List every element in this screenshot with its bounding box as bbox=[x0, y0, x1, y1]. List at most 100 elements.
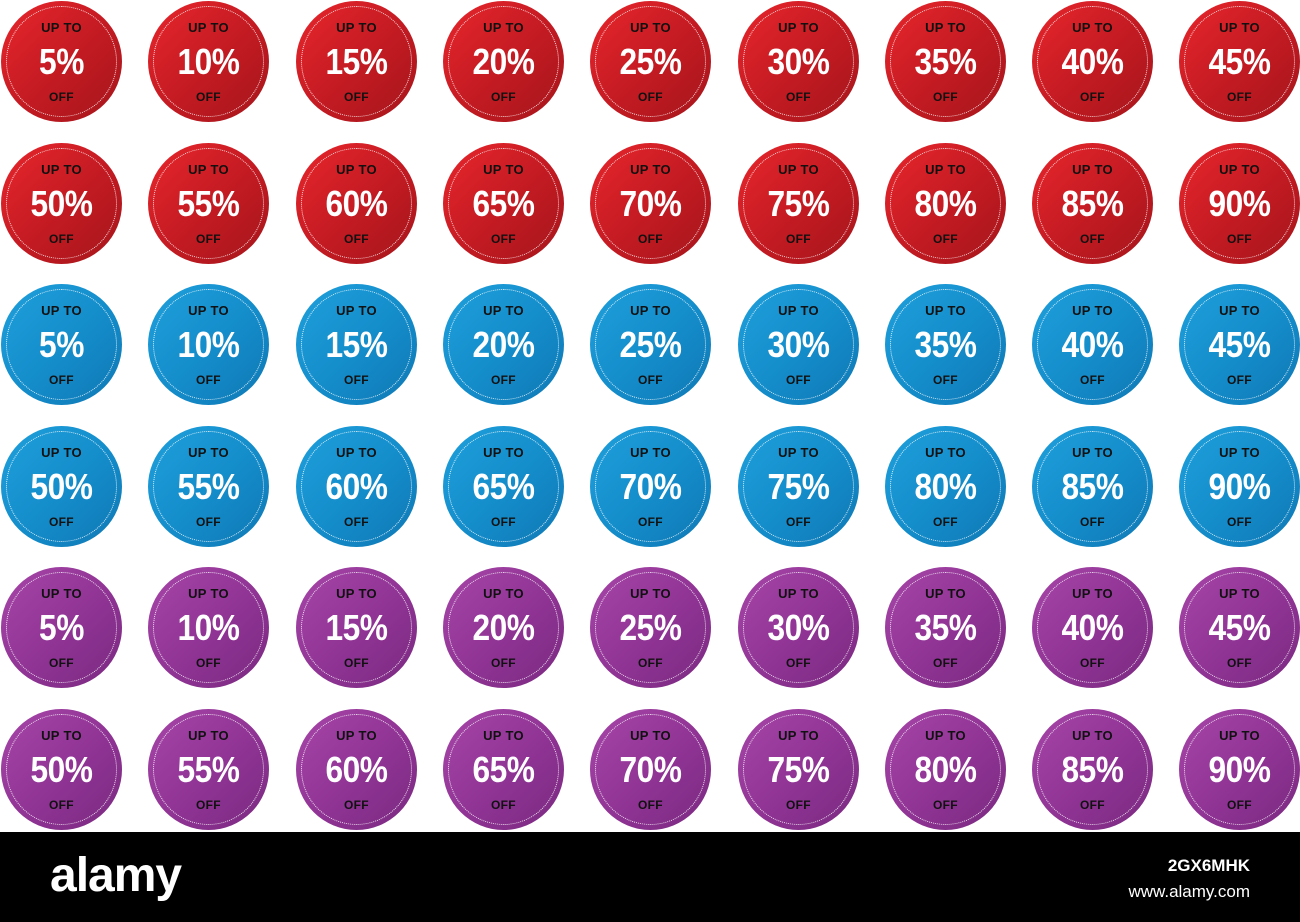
badge-upto-label: UP TO bbox=[483, 303, 524, 318]
badge-percent: 15% bbox=[325, 607, 388, 648]
badge-percent: 65% bbox=[472, 749, 535, 790]
badge-percent: 25% bbox=[619, 324, 682, 365]
badge-percent: 45% bbox=[1208, 607, 1271, 648]
badge-off-label: OFF bbox=[638, 515, 663, 529]
badge-percent: 25% bbox=[619, 41, 682, 82]
discount-badge: UP TO 70% OFF bbox=[590, 143, 711, 264]
badge-off-label: OFF bbox=[49, 373, 74, 387]
badge-upto-label: UP TO bbox=[778, 728, 819, 743]
badge-percent: 35% bbox=[914, 324, 977, 365]
badge-percent: 5% bbox=[39, 607, 84, 648]
badge-percent: 30% bbox=[767, 41, 830, 82]
badge-percent: 30% bbox=[767, 607, 830, 648]
badge-off-label: OFF bbox=[491, 232, 516, 246]
badge-off-label: OFF bbox=[344, 656, 369, 670]
badge-upto-label: UP TO bbox=[336, 20, 377, 35]
badge-off-label: OFF bbox=[491, 656, 516, 670]
badge-off-label: OFF bbox=[1080, 798, 1105, 812]
discount-badge: UP TO 80% OFF bbox=[885, 709, 1006, 830]
badge-percent: 85% bbox=[1061, 183, 1124, 224]
discount-badge: UP TO 60% OFF bbox=[296, 143, 417, 264]
badge-upto-label: UP TO bbox=[1072, 20, 1113, 35]
discount-badge: UP TO 70% OFF bbox=[590, 426, 711, 547]
badge-percent: 10% bbox=[177, 41, 240, 82]
badge-upto-label: UP TO bbox=[483, 162, 524, 177]
badge-off-label: OFF bbox=[933, 656, 958, 670]
discount-badge: UP TO 65% OFF bbox=[443, 426, 564, 547]
discount-badge: UP TO 65% OFF bbox=[443, 143, 564, 264]
badge-off-label: OFF bbox=[491, 515, 516, 529]
discount-badge: UP TO 60% OFF bbox=[296, 426, 417, 547]
discount-badge: UP TO 60% OFF bbox=[296, 709, 417, 830]
discount-badge: UP TO 25% OFF bbox=[590, 1, 711, 122]
badge-upto-label: UP TO bbox=[188, 20, 229, 35]
badge-off-label: OFF bbox=[196, 90, 221, 104]
badge-upto-label: UP TO bbox=[778, 445, 819, 460]
badge-percent: 75% bbox=[767, 183, 830, 224]
badge-upto-label: UP TO bbox=[1219, 20, 1260, 35]
badge-off-label: OFF bbox=[1080, 656, 1105, 670]
discount-badge: UP TO 90% OFF bbox=[1179, 709, 1300, 830]
badge-percent: 55% bbox=[177, 749, 240, 790]
discount-badge: UP TO 25% OFF bbox=[590, 284, 711, 405]
badge-off-label: OFF bbox=[933, 232, 958, 246]
discount-badge: UP TO 45% OFF bbox=[1179, 567, 1300, 688]
badge-percent: 50% bbox=[30, 466, 93, 507]
badge-upto-label: UP TO bbox=[41, 445, 82, 460]
badge-percent: 65% bbox=[472, 466, 535, 507]
badge-upto-label: UP TO bbox=[925, 445, 966, 460]
badge-percent: 55% bbox=[177, 183, 240, 224]
badge-percent: 20% bbox=[472, 324, 535, 365]
badge-upto-label: UP TO bbox=[1072, 303, 1113, 318]
badge-percent: 90% bbox=[1208, 466, 1271, 507]
discount-badge: UP TO 70% OFF bbox=[590, 709, 711, 830]
badge-off-label: OFF bbox=[344, 798, 369, 812]
badge-off-label: OFF bbox=[638, 656, 663, 670]
badge-percent: 10% bbox=[177, 607, 240, 648]
badge-percent: 45% bbox=[1208, 41, 1271, 82]
discount-badge: UP TO 80% OFF bbox=[885, 426, 1006, 547]
badge-off-label: OFF bbox=[933, 798, 958, 812]
badge-upto-label: UP TO bbox=[1072, 728, 1113, 743]
discount-badge: UP TO 45% OFF bbox=[1179, 1, 1300, 122]
badge-off-label: OFF bbox=[344, 373, 369, 387]
discount-badge: UP TO 85% OFF bbox=[1032, 143, 1153, 264]
badge-percent: 75% bbox=[767, 749, 830, 790]
badge-percent: 50% bbox=[30, 749, 93, 790]
brand-logo: alamy bbox=[50, 849, 182, 902]
badge-percent: 45% bbox=[1208, 324, 1271, 365]
badge-upto-label: UP TO bbox=[483, 20, 524, 35]
badge-percent: 70% bbox=[619, 466, 682, 507]
badge-percent: 60% bbox=[325, 466, 388, 507]
badge-off-label: OFF bbox=[1080, 232, 1105, 246]
badge-off-label: OFF bbox=[638, 798, 663, 812]
badge-off-label: OFF bbox=[638, 232, 663, 246]
badge-upto-label: UP TO bbox=[1072, 445, 1113, 460]
badge-off-label: OFF bbox=[786, 515, 811, 529]
site-url: www.alamy.com bbox=[1128, 882, 1250, 901]
discount-badge: UP TO 15% OFF bbox=[296, 567, 417, 688]
discount-badge: UP TO 90% OFF bbox=[1179, 143, 1300, 264]
badge-percent: 85% bbox=[1061, 749, 1124, 790]
stock-footer-bar: alamy 2GX6MHK www.alamy.com bbox=[0, 832, 1300, 922]
badge-off-label: OFF bbox=[196, 373, 221, 387]
badge-off-label: OFF bbox=[933, 515, 958, 529]
discount-badge: UP TO 40% OFF bbox=[1032, 284, 1153, 405]
badge-upto-label: UP TO bbox=[630, 20, 671, 35]
badge-upto-label: UP TO bbox=[41, 162, 82, 177]
badge-percent: 50% bbox=[30, 183, 93, 224]
discount-badge: UP TO 30% OFF bbox=[738, 284, 859, 405]
discount-badge: UP TO 35% OFF bbox=[885, 567, 1006, 688]
badge-percent: 80% bbox=[914, 466, 977, 507]
discount-badge: UP TO 10% OFF bbox=[148, 567, 269, 688]
discount-badge: UP TO 55% OFF bbox=[148, 709, 269, 830]
badge-percent: 5% bbox=[39, 324, 84, 365]
discount-badge: UP TO 65% OFF bbox=[443, 709, 564, 830]
badge-off-label: OFF bbox=[1227, 798, 1252, 812]
badge-upto-label: UP TO bbox=[336, 445, 377, 460]
badge-off-label: OFF bbox=[933, 90, 958, 104]
discount-badge: UP TO 20% OFF bbox=[443, 284, 564, 405]
badge-off-label: OFF bbox=[196, 798, 221, 812]
badge-upto-label: UP TO bbox=[630, 586, 671, 601]
badge-upto-label: UP TO bbox=[41, 728, 82, 743]
